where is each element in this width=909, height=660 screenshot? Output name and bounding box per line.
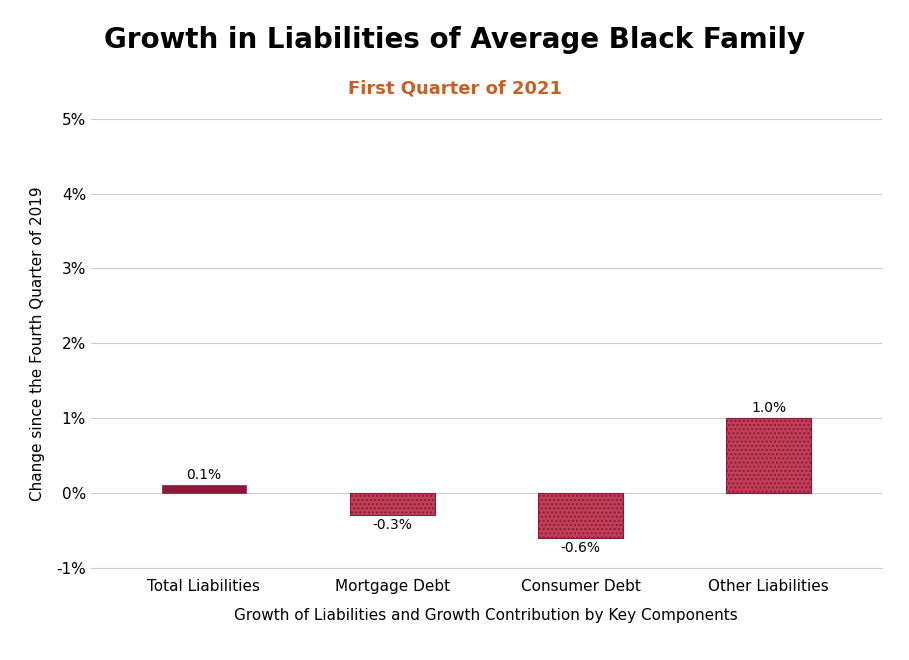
Text: 0.1%: 0.1%	[186, 469, 222, 482]
Bar	[350, 493, 435, 515]
Text: -0.6%: -0.6%	[561, 541, 601, 554]
Text: of: of	[112, 636, 124, 648]
Bar	[726, 418, 811, 493]
Bar	[538, 493, 623, 538]
Text: First Quarter of 2021: First Quarter of 2021	[347, 79, 562, 97]
Text: St. Louis: St. Louis	[129, 636, 182, 648]
Text: Federal Reserve Bank: Federal Reserve Bank	[11, 636, 151, 648]
Text: Growth in Liabilities of Average Black Family: Growth in Liabilities of Average Black F…	[104, 26, 805, 54]
X-axis label: Growth of Liabilities and Growth Contribution by Key Components: Growth of Liabilities and Growth Contrib…	[235, 608, 738, 622]
Text: 1.0%: 1.0%	[751, 401, 786, 415]
Text: -0.3%: -0.3%	[372, 518, 412, 532]
Y-axis label: Change since the Fourth Quarter of 2019: Change since the Fourth Quarter of 2019	[30, 186, 45, 500]
Bar	[162, 485, 246, 493]
